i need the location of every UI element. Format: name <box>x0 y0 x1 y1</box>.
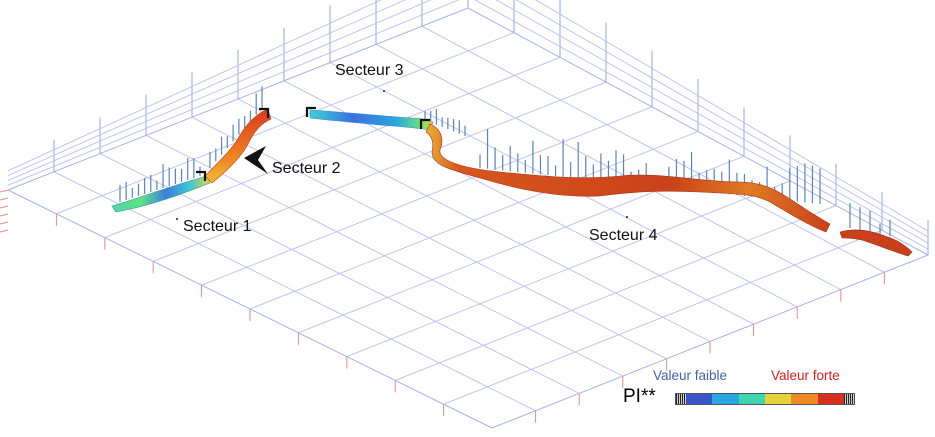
legend-title: PI** <box>623 386 656 407</box>
color-scale-segment <box>686 394 713 404</box>
legend-low-label: Valeur faible <box>653 368 728 383</box>
wall-rail <box>7 0 460 186</box>
floor-grid-line <box>104 56 561 239</box>
axis-tick <box>0 229 9 233</box>
wall-rail <box>515 0 929 238</box>
axis-tick <box>0 221 9 225</box>
wall-rail <box>7 0 382 172</box>
sector-3-ribbon <box>309 109 434 131</box>
dot-marker <box>383 90 385 92</box>
floor-grid <box>7 7 929 429</box>
wall-rail <box>474 0 929 250</box>
bracket-s3-end <box>419 118 430 129</box>
sector-brackets <box>196 106 430 181</box>
axis-tick <box>0 213 9 217</box>
dot-marker <box>176 218 178 220</box>
axis-tick <box>0 197 9 201</box>
color-scale-segment <box>712 394 739 404</box>
axis-ticks <box>0 189 885 423</box>
axis-tick <box>0 189 9 193</box>
color-scale-bar <box>675 393 855 405</box>
color-scale-segment <box>764 394 792 404</box>
legend-high-label: Valeur forte <box>771 368 840 383</box>
wall-rail <box>495 0 929 244</box>
floor-grid-line <box>346 180 791 358</box>
color-scale-segment <box>791 394 818 404</box>
floor-grid-line <box>153 81 607 262</box>
sector-4-tail-ribbon <box>839 229 913 257</box>
bracket-s3-start <box>305 106 316 117</box>
color-scale-segment <box>817 394 844 404</box>
sector-2-label: Secteur 2 <box>272 160 341 177</box>
wall-rail <box>7 0 432 181</box>
bracket-s2-end <box>259 107 270 118</box>
sector-1-label: Secteur 1 <box>183 218 252 235</box>
sector-3-label: Secteur 3 <box>335 62 404 79</box>
sector-4-ribbon <box>425 123 831 233</box>
color-scale-endcap-right <box>843 394 854 404</box>
floor-grid-line <box>201 106 653 286</box>
arrowhead-marker-icon <box>244 146 268 174</box>
dot-marker <box>626 216 628 218</box>
color-scale-segment <box>738 394 765 404</box>
color-scale-endcap-left <box>676 394 686 404</box>
wall-rail <box>535 0 929 232</box>
floor-grid-line <box>395 205 837 381</box>
back-wall-grid <box>7 0 929 255</box>
axis-tick <box>0 205 9 209</box>
floor-grid-line <box>56 32 515 215</box>
sector-2-ribbon <box>204 108 272 184</box>
floor-grid-line <box>443 229 883 405</box>
sector-4-label: Secteur 4 <box>589 227 658 244</box>
wall-rail <box>7 0 406 177</box>
bracket-s1-end <box>196 170 207 181</box>
